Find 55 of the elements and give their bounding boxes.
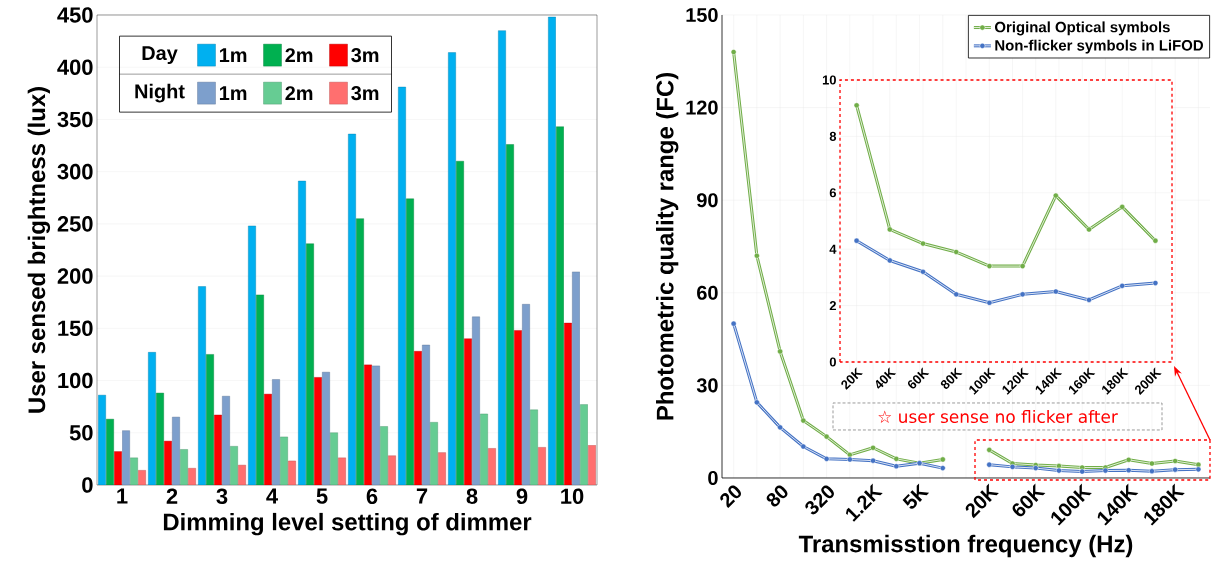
x-tick-label: 5 — [316, 488, 328, 504]
x-tick-label: 8 — [466, 488, 478, 505]
y-tick-label: 2 — [829, 301, 836, 311]
y-tick-label: 30 — [696, 378, 718, 393]
y-axis-title: User sensed brightness (lux) — [27, 87, 51, 413]
y-tick-label: 0 — [708, 470, 718, 486]
y-tick-label: 0 — [829, 357, 836, 367]
y-tick-label: 10 — [822, 75, 836, 85]
x-axis-title: Dimming level setting of dimmer — [163, 512, 532, 536]
x-tick-label: 320 — [805, 485, 834, 515]
y-tick-label: 400 — [57, 59, 93, 75]
y-tick-label: 50 — [69, 425, 93, 441]
y-tick-label: 90 — [697, 193, 718, 208]
annotation: ☆ user sense no flicker after — [878, 409, 1118, 424]
x-tick-label: 6 — [366, 488, 378, 505]
y-tick-label: 150 — [686, 7, 718, 23]
x-tick-label: 5K — [902, 483, 930, 509]
y-tick-label: 100 — [58, 372, 93, 389]
y-tick-label: 120 — [686, 100, 718, 115]
legend-label: 2m — [285, 86, 313, 101]
y-tick-label: 6 — [829, 188, 837, 198]
x-tick-label: 60K — [1012, 483, 1046, 517]
annotation: Night — [135, 83, 185, 103]
y-tick-label: 4 — [829, 244, 837, 254]
legend-label: Original Optical symbols — [994, 21, 1170, 36]
x-tick-label: 4 — [266, 488, 278, 504]
y-tick-label: 0 — [82, 477, 93, 493]
y-tick-label: 300 — [57, 163, 93, 180]
legend-label: 1m — [219, 48, 247, 62]
x-tick-label: 10 — [561, 488, 584, 505]
x-tick-label: 2 — [166, 488, 178, 504]
x-tick-label: 1 — [117, 488, 128, 504]
y-tick-label: 200 — [57, 268, 93, 284]
y-tick-label: 250 — [57, 216, 93, 232]
x-tick-label: 40K — [875, 367, 897, 389]
x-axis-title: Transmisstion frequency (Hz) — [798, 534, 1133, 558]
y-tick-label: 150 — [58, 320, 93, 337]
y-tick-label: 450 — [57, 7, 93, 23]
x-tick-label: 3 — [216, 488, 228, 505]
x-tick-label: 80K — [940, 367, 963, 389]
x-tick-label: 20 — [720, 485, 741, 508]
legend-label: 3m — [351, 86, 379, 101]
legend-label: 1m — [219, 86, 247, 100]
x-tick-label: 80 — [766, 485, 788, 507]
legend-label: 3m — [351, 48, 379, 63]
y-tick-label: 350 — [57, 111, 93, 128]
annotation: Day — [142, 46, 178, 65]
x-tick-label: 7 — [416, 488, 428, 504]
x-tick-label: 9 — [516, 488, 528, 505]
legend-label: Non-flicker symbols in LiFOD — [995, 39, 1203, 54]
legend-label: 2m — [285, 48, 313, 63]
x-tick-label: 60K — [907, 367, 930, 389]
y-tick-label: 60 — [697, 285, 718, 300]
y-axis-title: Photometric quality range (FC) — [656, 73, 679, 420]
y-tick-label: 8 — [829, 131, 837, 141]
